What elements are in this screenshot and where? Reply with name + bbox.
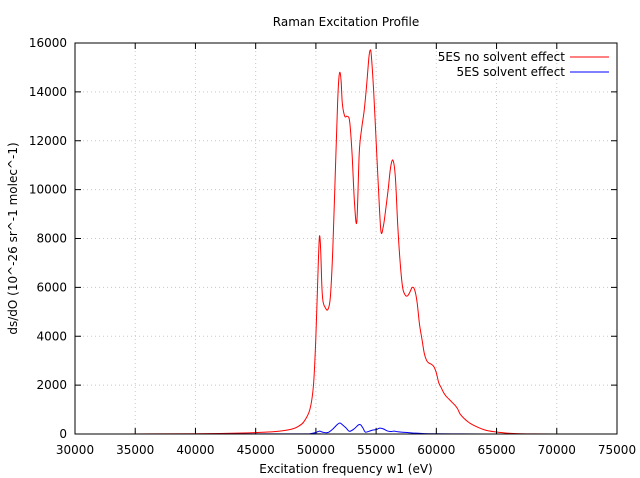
- chart-title: Raman Excitation Profile: [273, 15, 419, 29]
- y-tick-label: 8000: [36, 232, 67, 246]
- ticks: 30000 35000 40000 45000 50000 55000 60000 65000…: [29, 36, 636, 457]
- y-tick-label: 0: [59, 427, 67, 441]
- y-axis-label: ds/dO (10^-26 sr^-1 molec^-1): [6, 142, 20, 334]
- legend-label-1: 5ES solvent effect: [456, 65, 565, 79]
- x-tick-label: 50000: [297, 443, 335, 457]
- x-tick-label: 40000: [176, 443, 214, 457]
- y-tick-label: 2000: [36, 378, 67, 392]
- y-tick-label: 10000: [29, 183, 67, 197]
- x-tick-label: 45000: [237, 443, 275, 457]
- y-tick-label: 14000: [29, 85, 67, 99]
- y-tick-label: 6000: [36, 280, 67, 294]
- x-tick-label: 30000: [56, 443, 94, 457]
- x-tick-label: 60000: [417, 443, 455, 457]
- x-tick-label: 35000: [116, 443, 154, 457]
- x-axis-label: Excitation frequency w1 (eV): [259, 462, 432, 476]
- y-tick-label: 12000: [29, 134, 67, 148]
- y-tick-label: 16000: [29, 36, 67, 50]
- x-tick-label: 55000: [357, 443, 395, 457]
- y-tick-label: 4000: [36, 329, 67, 343]
- x-tick-label: 75000: [598, 443, 636, 457]
- legend-label-0: 5ES no solvent effect: [438, 50, 566, 64]
- x-tick-label: 70000: [538, 443, 576, 457]
- series-line-0: [99, 49, 587, 435]
- x-tick-label: 65000: [477, 443, 515, 457]
